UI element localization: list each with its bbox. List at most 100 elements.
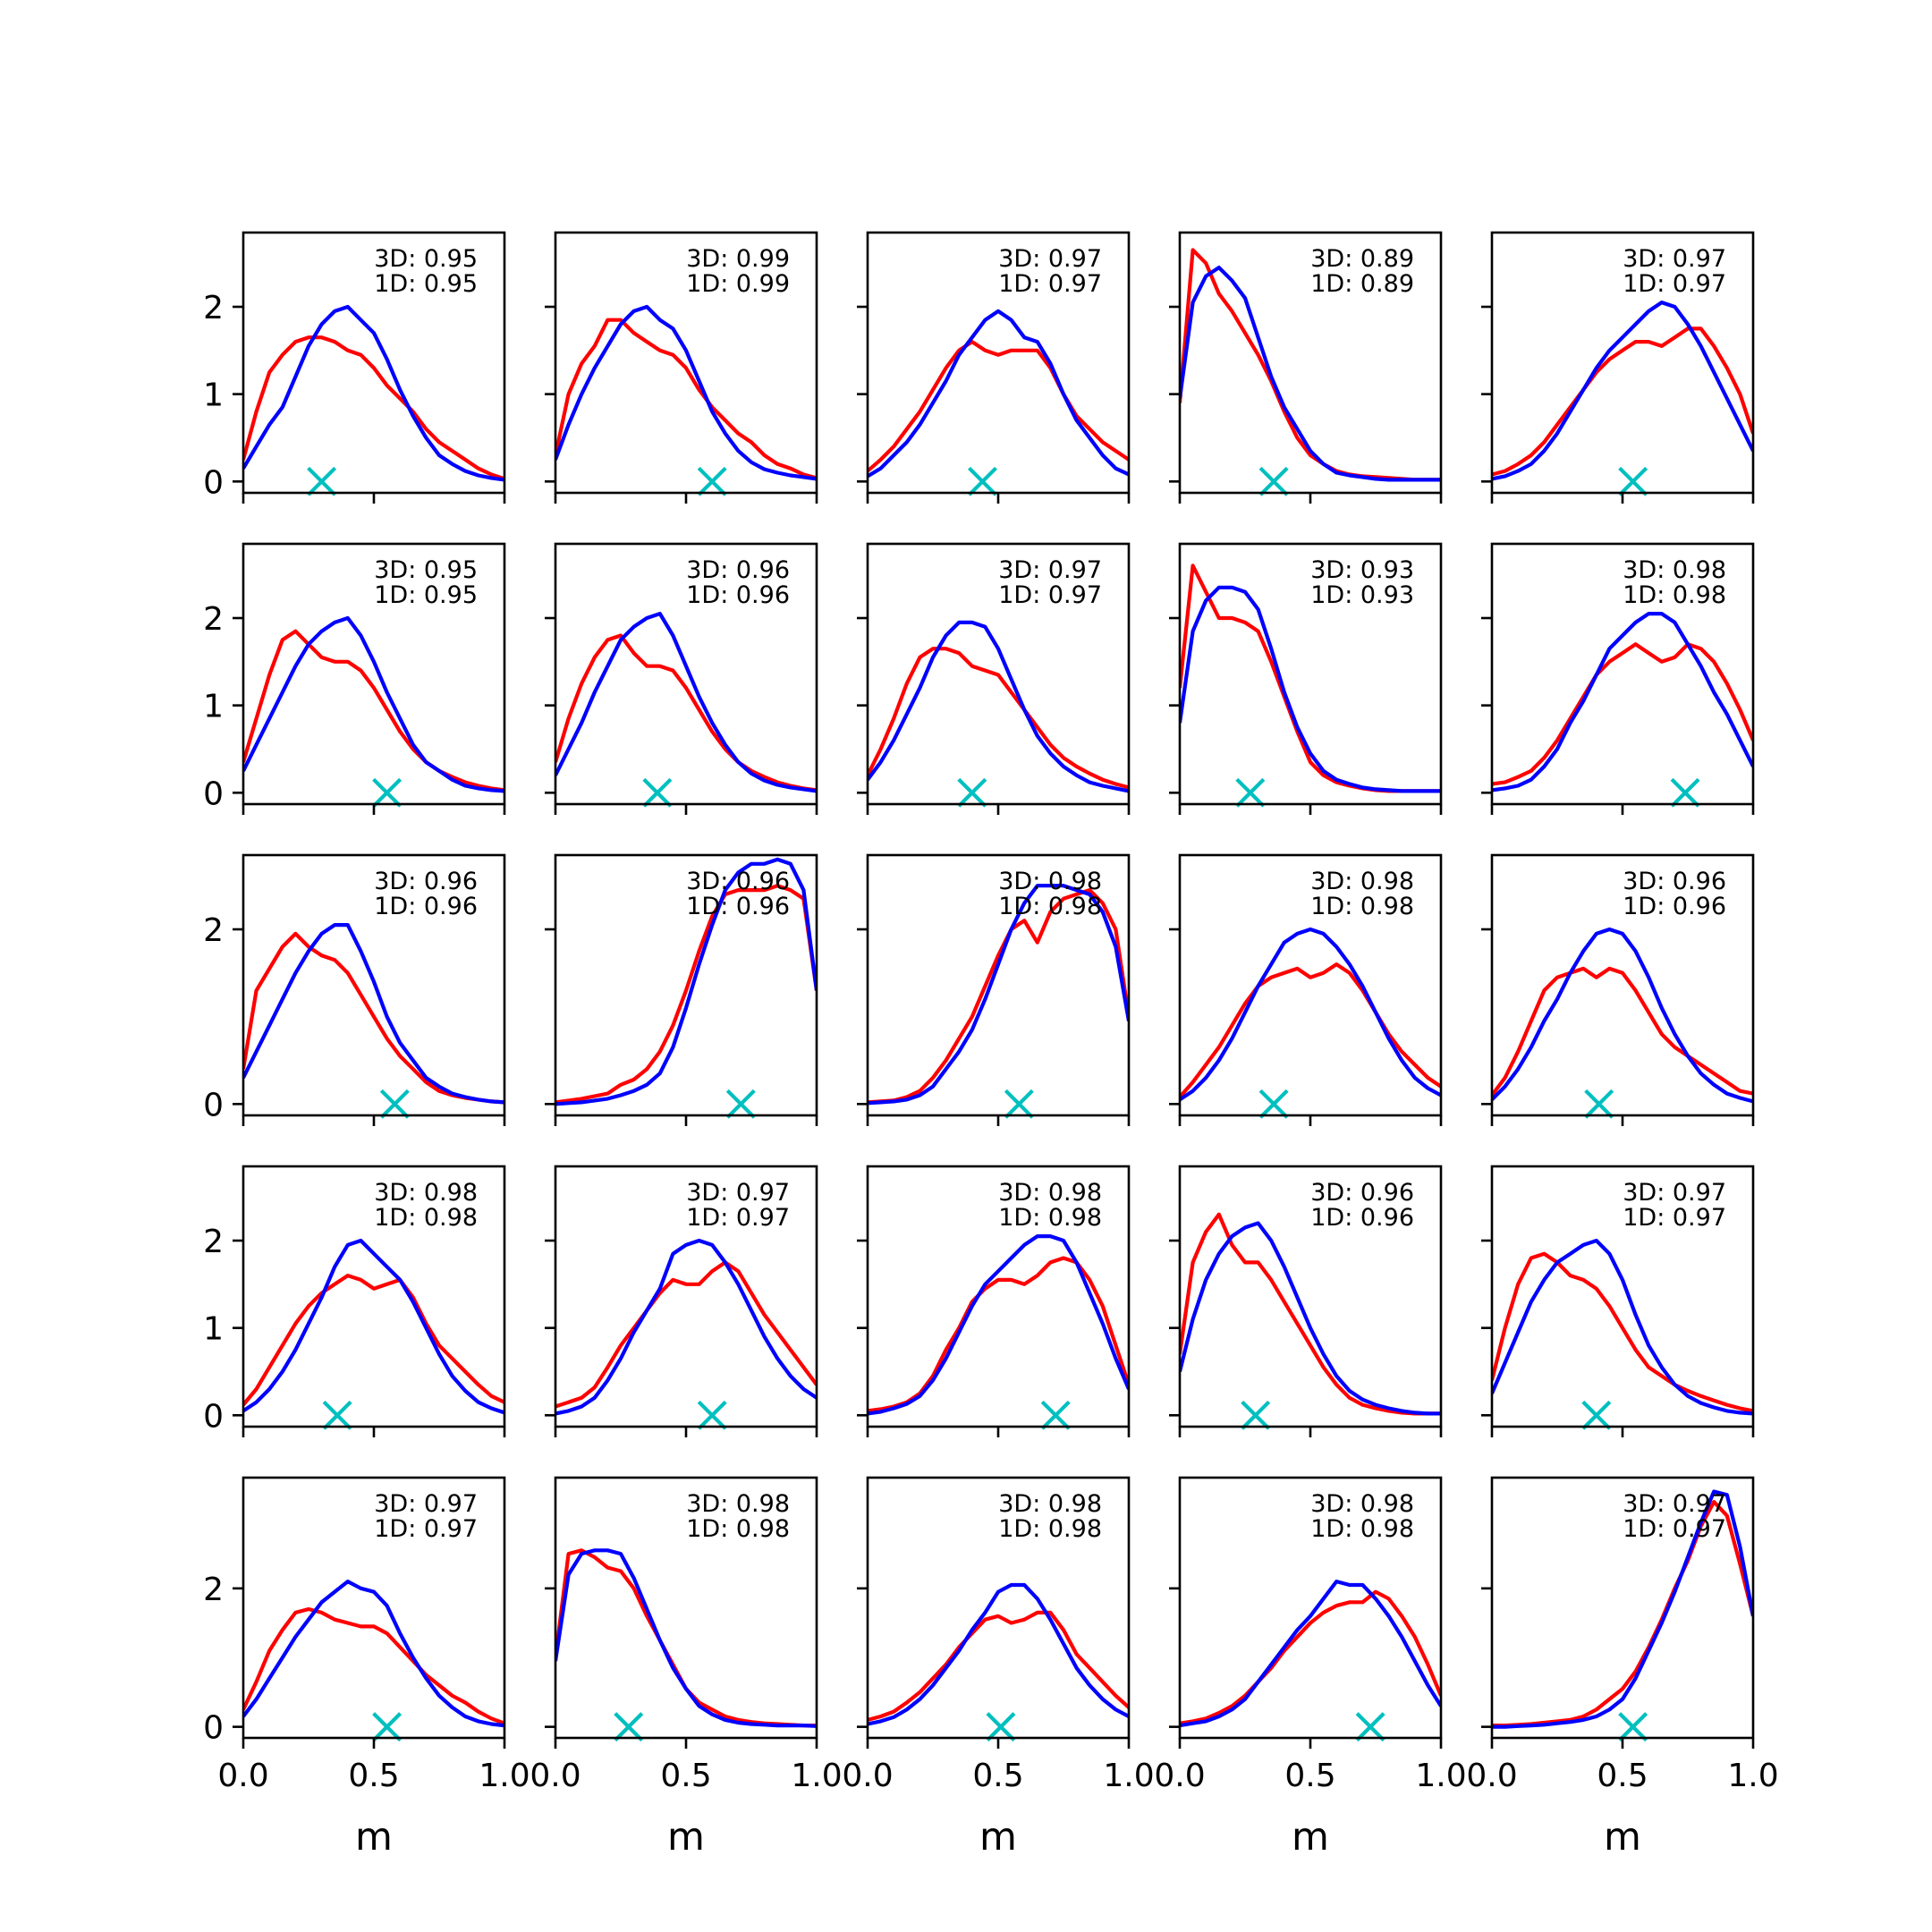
series-line-blue <box>1180 1580 1441 1728</box>
annotation-3d: 3D: 0.98 <box>998 1490 1102 1518</box>
annotation-1d: 1D: 0.97 <box>998 581 1102 609</box>
subplot-series <box>243 923 504 1105</box>
series-line-blue <box>555 857 817 1106</box>
subplot-series <box>868 884 1129 1106</box>
series-line-blue <box>1492 927 1753 1104</box>
series-line-blue <box>243 615 504 793</box>
annotation-3d: 3D: 0.97 <box>1623 1490 1726 1518</box>
x-tick-label: 1.0 <box>1103 1758 1154 1794</box>
x-axis-label: m <box>667 1815 705 1860</box>
x-tick-label: 0.5 <box>1284 1758 1335 1794</box>
series-line-red <box>243 1274 504 1406</box>
annotation-3d: 3D: 0.98 <box>1310 868 1414 895</box>
x-marker <box>1258 1089 1289 1119</box>
annotation-3d: 3D: 0.95 <box>374 245 478 273</box>
y-tick-label: 2 <box>203 1224 224 1260</box>
series-line-red <box>1180 962 1441 1098</box>
series-line-blue <box>555 612 817 793</box>
subplot-series <box>868 1234 1129 1416</box>
y-tick-label: 0 <box>203 1710 224 1747</box>
series-line-red <box>1492 966 1753 1097</box>
annotation-1d: 1D: 0.96 <box>374 893 478 920</box>
subplot-series <box>555 612 817 793</box>
annotation-3d: 3D: 0.96 <box>686 556 790 584</box>
x-marker <box>614 1712 644 1742</box>
subplot-series <box>555 1238 817 1416</box>
series-line-red <box>555 884 817 1105</box>
annotation-3d: 3D: 0.97 <box>1623 245 1726 273</box>
series-line-blue <box>1180 1221 1441 1416</box>
x-tick-label: 0.0 <box>530 1758 580 1794</box>
x-marker <box>379 1089 410 1119</box>
annotation-3d: 3D: 0.97 <box>374 1490 478 1518</box>
series-line-blue <box>1492 301 1753 481</box>
annotation-1d: 1D: 0.98 <box>686 1515 790 1543</box>
annotation-1d: 1D: 0.98 <box>998 893 1102 920</box>
series-line-blue <box>555 1238 817 1416</box>
x-marker <box>1241 1400 1271 1430</box>
x-tick-label: 0.5 <box>1597 1758 1648 1794</box>
subplot-series <box>1180 564 1441 793</box>
x-axis-label: m <box>979 1815 1017 1860</box>
series-line-blue <box>1492 1238 1753 1416</box>
x-marker <box>642 777 673 808</box>
x-tick-label: 1.0 <box>479 1758 530 1794</box>
y-tick-label: 2 <box>203 290 224 326</box>
x-marker <box>1581 1400 1612 1430</box>
y-tick-label: 0 <box>203 464 224 501</box>
annotation-1d: 1D: 0.98 <box>1310 893 1414 920</box>
series-line-blue <box>868 1582 1129 1726</box>
series-line-blue <box>1492 1489 1753 1729</box>
series-line-red <box>1180 1589 1441 1725</box>
x-marker <box>725 1089 756 1119</box>
y-tick-label: 1 <box>203 689 224 725</box>
y-tick-label: 1 <box>203 377 224 414</box>
x-marker <box>1584 1089 1614 1119</box>
annotation-3d: 3D: 0.98 <box>686 1490 790 1518</box>
x-marker <box>967 466 997 496</box>
annotation-1d: 1D: 0.98 <box>998 1204 1102 1232</box>
series-line-red <box>868 647 1129 790</box>
subplot-series <box>1492 1238 1753 1416</box>
x-tick-label: 1.0 <box>791 1758 842 1794</box>
series-line-red <box>1492 1251 1753 1413</box>
subplot-series <box>1492 301 1753 481</box>
x-tick-label: 1.0 <box>1727 1758 1778 1794</box>
x-tick-label: 0.0 <box>217 1758 268 1794</box>
series-line-blue <box>1492 612 1753 792</box>
x-marker <box>1355 1712 1385 1742</box>
x-marker <box>1258 466 1289 496</box>
series-line-blue <box>1180 927 1441 1102</box>
x-marker <box>372 1712 402 1742</box>
annotation-1d: 1D: 0.96 <box>686 893 790 920</box>
annotation-3d: 3D: 0.96 <box>686 868 790 895</box>
x-marker <box>322 1400 352 1430</box>
series-line-blue <box>868 620 1129 793</box>
subplot-series <box>1492 612 1753 792</box>
y-tick-label: 2 <box>203 1572 224 1608</box>
y-tick-label: 0 <box>203 775 224 812</box>
annotation-1d: 1D: 0.98 <box>1623 581 1726 609</box>
x-marker <box>372 777 402 808</box>
x-tick-label: 1.0 <box>1415 1758 1466 1794</box>
annotation-1d: 1D: 0.97 <box>1623 1515 1726 1543</box>
annotation-1d: 1D: 0.95 <box>374 270 478 298</box>
x-marker <box>1618 466 1648 496</box>
series-line-red <box>243 1606 504 1725</box>
annotation-3d: 3D: 0.98 <box>374 1179 478 1207</box>
